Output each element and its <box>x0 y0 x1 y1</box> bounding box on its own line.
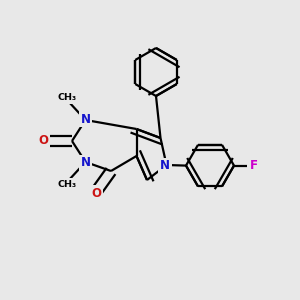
Text: O: O <box>91 187 101 200</box>
Text: F: F <box>250 159 258 172</box>
Text: N: N <box>80 156 91 170</box>
Text: CH₃: CH₃ <box>57 180 76 189</box>
Text: CH₃: CH₃ <box>57 93 76 102</box>
Text: N: N <box>160 159 170 172</box>
Text: N: N <box>80 112 91 126</box>
Text: O: O <box>38 134 48 148</box>
